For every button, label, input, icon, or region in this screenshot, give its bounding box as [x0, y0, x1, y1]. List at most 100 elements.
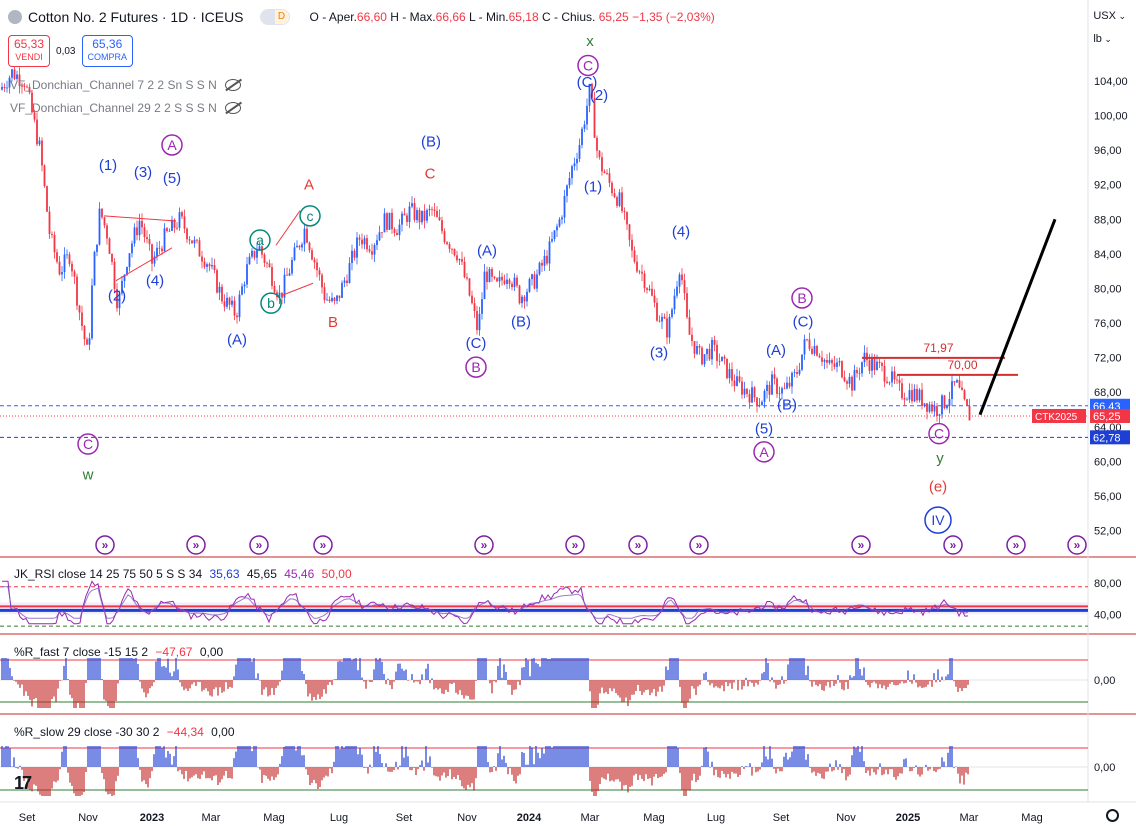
candle-body [518, 285, 521, 304]
wave-circle [577, 54, 599, 77]
candle-body [581, 128, 583, 145]
event-marker-icon [1067, 535, 1087, 555]
wave-label: (A) [766, 342, 786, 359]
candle-body [813, 346, 816, 354]
symbol-title[interactable]: Cotton No. 2 Futures · 1D · ICEUS [28, 9, 244, 25]
buy-button[interactable]: 65,36 COMPRA [81, 35, 134, 67]
candle-body [368, 249, 371, 252]
candle-body [88, 338, 91, 345]
candle-body [386, 213, 388, 230]
data-badge[interactable]: D [259, 9, 290, 25]
candle-body [908, 390, 911, 400]
wave-label: C [934, 426, 944, 442]
rslow-pane-label[interactable]: %R_slow 29 close -30 30 2 −44,34 0,00 [14, 725, 235, 739]
candle-body [943, 395, 946, 409]
triangle-lower [115, 247, 173, 282]
candle-body [893, 371, 896, 380]
x-tick-label: Lug [330, 812, 348, 824]
rfast-bars [1, 658, 969, 708]
wave-circle [791, 287, 813, 309]
candle-body [133, 227, 136, 244]
candle-body [493, 276, 496, 279]
candle-body [861, 362, 863, 374]
indicator-donchian-7[interactable]: VF_Donchian_Channel 7 2 2 Sn S S N [10, 78, 241, 92]
candle-body [283, 274, 286, 298]
candle-body [156, 247, 158, 257]
candle-body [881, 363, 883, 366]
chart-header: Cotton No. 2 Futures · 1D · ICEUS D O - … [8, 9, 715, 25]
candle-body [656, 302, 658, 321]
gear-icon[interactable] [1106, 809, 1119, 822]
candle-body [521, 296, 523, 304]
currency-dropdown[interactable]: USX [1093, 10, 1126, 22]
candle-body [448, 244, 451, 249]
candle-body [326, 299, 328, 301]
candle-body [381, 232, 383, 234]
candle-body [188, 239, 191, 241]
candle-body [501, 276, 503, 281]
candle-body [576, 158, 578, 164]
candle-body [26, 86, 28, 88]
rfast-pane-label[interactable]: %R_fast 7 close -15 15 2 −47,67 0,00 [14, 645, 224, 659]
candle-body [193, 239, 196, 244]
event-marker-icon [95, 535, 115, 555]
wave-circle [924, 506, 952, 534]
candle-body [623, 211, 626, 213]
candle-body [418, 210, 421, 223]
candle-body [636, 261, 638, 272]
candle-body [903, 398, 906, 400]
candle-body [766, 384, 768, 391]
candle-body [56, 252, 58, 262]
indicator-donchian-29[interactable]: VF_Donchian_Channel 29 2 2 S S S N [10, 101, 241, 115]
candle-body [186, 228, 188, 240]
wave-label: A [759, 444, 769, 460]
candle-body [868, 360, 871, 371]
wave-label: b [267, 295, 275, 311]
candle-body [453, 248, 456, 256]
candle-body [176, 227, 178, 229]
eye-hidden-icon[interactable] [224, 79, 241, 91]
candle-body [143, 227, 146, 238]
event-marker-chevron: » [193, 538, 200, 552]
candle-body [873, 357, 876, 370]
candle-body [403, 213, 406, 216]
candle-body [221, 286, 223, 302]
rsi-pane-label[interactable]: JK_RSI close 14 25 75 50 5 S S 34 35,63 … [14, 567, 352, 581]
candle-body [801, 354, 803, 370]
candle-body [586, 105, 588, 125]
candle-body [663, 316, 666, 319]
candle-body [568, 178, 571, 186]
candle-body [603, 171, 606, 174]
wave-label: (A) [477, 242, 497, 259]
x-tick-label: 2024 [517, 812, 542, 824]
sell-button[interactable]: 65,33 VENDI [8, 35, 51, 67]
candle-body [241, 286, 243, 295]
wave-label: (e) [929, 478, 947, 495]
eye-hidden-icon[interactable] [224, 102, 241, 114]
unit-dropdown[interactable]: lb [1093, 33, 1126, 45]
candle-body [486, 271, 488, 283]
candle-body [816, 346, 818, 356]
currency-selector[interactable]: USX lb [1093, 10, 1126, 56]
candle-body [928, 404, 931, 412]
tradingview-logo[interactable]: 17 [14, 773, 32, 793]
candle-body [778, 393, 781, 395]
candle-body [966, 399, 968, 406]
candle-body [573, 163, 576, 167]
candle-body [458, 259, 461, 261]
candle-body [131, 243, 133, 254]
candle-body [708, 348, 711, 360]
wave-circle [260, 292, 282, 314]
candle-body [98, 208, 101, 245]
event-marker-icon [628, 535, 648, 555]
candle-body [228, 297, 231, 305]
candle-body [168, 230, 171, 232]
candle-body [333, 297, 336, 301]
candle-body [616, 197, 618, 206]
candle-body [506, 279, 508, 284]
candle-body [598, 150, 601, 158]
candle-body [878, 361, 881, 364]
rsi-y-tick: 80,00 [1094, 578, 1122, 590]
badge-left [260, 10, 275, 24]
